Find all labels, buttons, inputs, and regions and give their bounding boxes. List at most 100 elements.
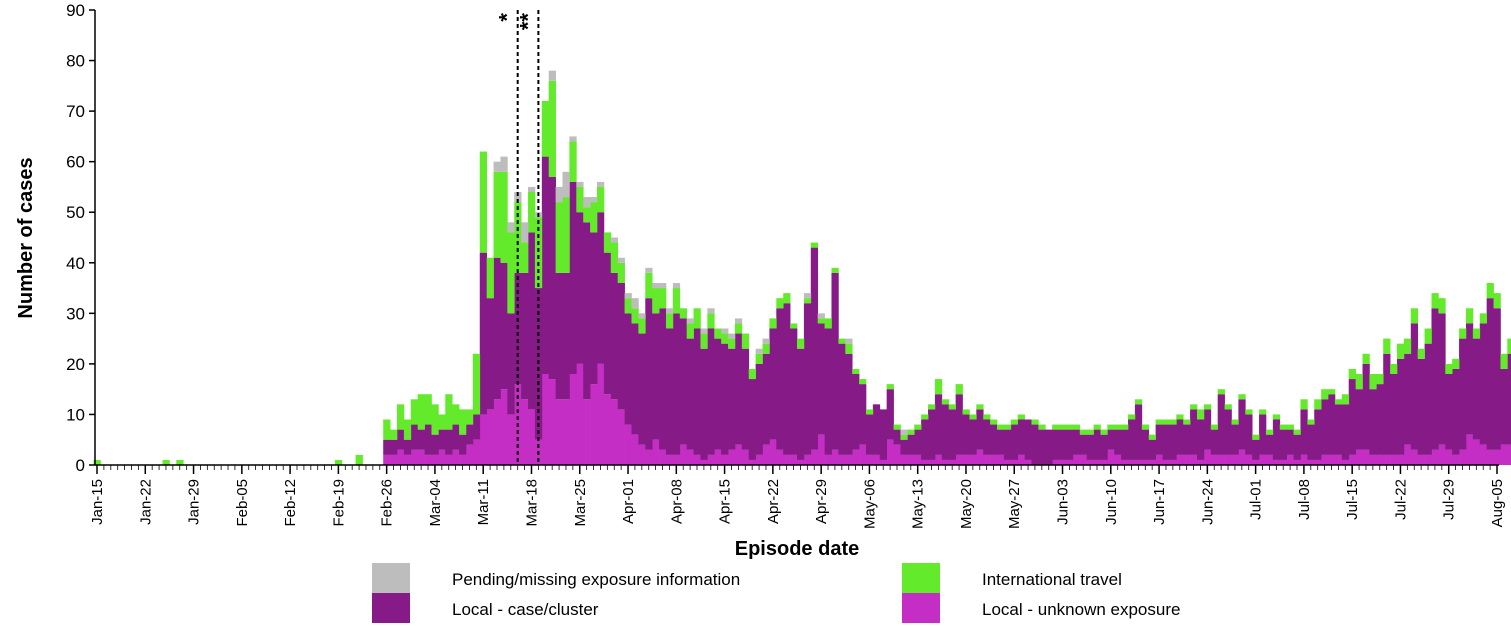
- bar: [1397, 343, 1405, 359]
- bar: [1203, 404, 1212, 410]
- bar: [652, 313, 660, 440]
- series-0: [383, 363, 1511, 465]
- bar: [1010, 424, 1019, 460]
- bar: [645, 298, 653, 450]
- bar: [721, 333, 729, 344]
- annotations-layer: ***: [495, 10, 540, 465]
- bar: [397, 449, 405, 465]
- bar: [1252, 434, 1260, 440]
- bar: [1507, 338, 1511, 354]
- bar: [383, 419, 391, 440]
- bar: [1024, 459, 1032, 465]
- bar: [803, 293, 812, 299]
- bar: [1417, 358, 1425, 455]
- legend-label: Pending/missing exposure information: [452, 570, 740, 589]
- bar: [486, 409, 494, 465]
- x-tick-label: Jan-22: [137, 479, 154, 525]
- annotation-label-0: *: [495, 13, 520, 22]
- bar: [1465, 323, 1474, 435]
- bar: [1472, 338, 1481, 440]
- bar: [941, 404, 950, 460]
- bar: [921, 459, 929, 465]
- bar: [1452, 358, 1460, 369]
- bar: [707, 454, 715, 465]
- bar: [1265, 454, 1274, 465]
- y-axis-title: Number of cases: [15, 157, 37, 318]
- bar: [1072, 454, 1081, 465]
- bar: [1493, 293, 1501, 309]
- bar: [1438, 313, 1446, 445]
- bar: [762, 353, 770, 445]
- bars-layer: [93, 70, 1511, 465]
- bar: [493, 257, 501, 400]
- bar: [1314, 399, 1322, 410]
- bar: [1328, 389, 1336, 395]
- bar: [438, 414, 446, 430]
- bar: [1376, 384, 1384, 455]
- bar: [1362, 449, 1370, 465]
- bar: [1217, 454, 1225, 465]
- bar: [1038, 424, 1046, 430]
- bar: [983, 414, 991, 420]
- bar: [1065, 429, 1074, 460]
- bar: [1045, 429, 1053, 465]
- bar: [541, 156, 550, 374]
- bar: [859, 379, 867, 385]
- bar: [1500, 444, 1508, 465]
- bar: [1431, 293, 1439, 309]
- bar: [865, 454, 874, 465]
- bar: [1079, 429, 1088, 435]
- bar: [431, 434, 439, 455]
- bar: [1224, 454, 1232, 465]
- bar: [1065, 424, 1074, 430]
- bar: [783, 303, 791, 455]
- x-tick-label: Mar-04: [427, 479, 444, 527]
- bar: [528, 186, 536, 192]
- bar: [521, 272, 529, 400]
- bar: [707, 308, 715, 314]
- bar: [790, 323, 798, 329]
- bar: [700, 348, 708, 460]
- bar: [1093, 459, 1101, 465]
- bar: [390, 454, 398, 465]
- bar: [859, 444, 867, 465]
- bar: [562, 272, 570, 400]
- bar: [624, 424, 632, 465]
- y-tick-label: 70: [66, 102, 85, 121]
- x-tick-label: Jan-29: [186, 479, 203, 525]
- bar: [1486, 283, 1494, 299]
- bar: [721, 343, 729, 455]
- bar: [762, 338, 770, 344]
- bar: [1121, 429, 1129, 460]
- bar: [1114, 424, 1122, 430]
- bar: [886, 384, 894, 390]
- bar: [1031, 419, 1039, 425]
- bar: [1203, 409, 1212, 450]
- bar: [486, 298, 494, 410]
- bar: [583, 207, 591, 223]
- bar: [383, 439, 391, 455]
- bar: [1052, 424, 1060, 430]
- bar: [521, 399, 529, 465]
- bar: [631, 323, 639, 435]
- bar: [879, 459, 888, 465]
- bar: [465, 409, 474, 425]
- bar: [928, 459, 936, 465]
- series-2: [93, 80, 1511, 465]
- bar: [1190, 404, 1198, 410]
- bar: [659, 288, 667, 309]
- bar: [465, 444, 474, 465]
- bar: [1134, 459, 1143, 465]
- y-tick-label: 80: [66, 52, 85, 71]
- bar: [1314, 459, 1322, 465]
- x-tick-label: May-27: [1006, 479, 1023, 529]
- bar: [500, 171, 508, 263]
- bar: [914, 424, 922, 430]
- bar: [1231, 424, 1239, 455]
- bar: [1390, 454, 1398, 465]
- bar: [1293, 459, 1301, 465]
- bar: [748, 379, 756, 460]
- bar: [852, 374, 860, 450]
- bar: [617, 257, 625, 263]
- bar: [686, 318, 694, 324]
